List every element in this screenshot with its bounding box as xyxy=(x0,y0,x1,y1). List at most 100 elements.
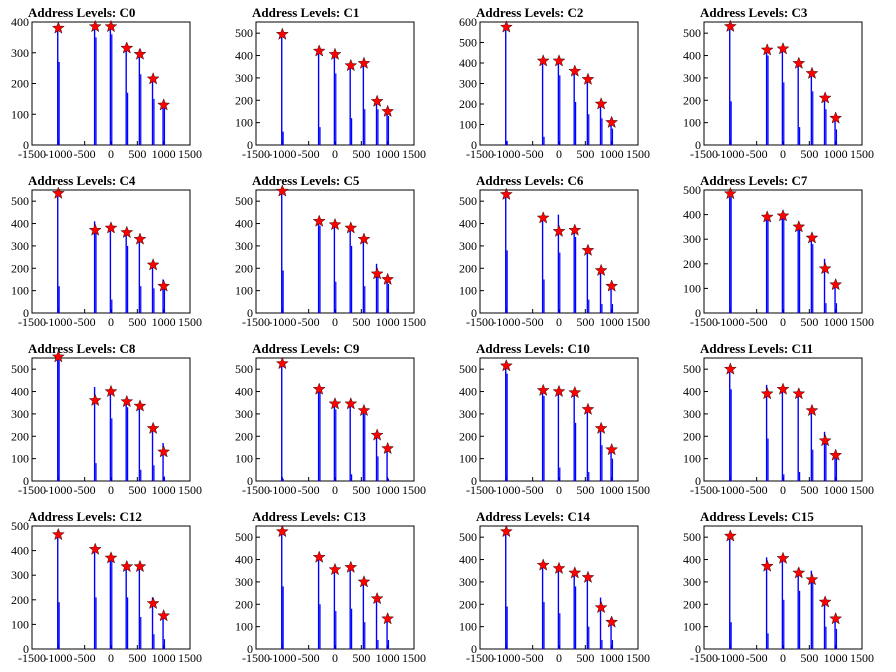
peak-marker xyxy=(381,272,395,285)
peak-marker xyxy=(133,47,147,60)
y-tick-label: 400 xyxy=(11,385,29,399)
y-tick-label: 100 xyxy=(235,452,253,466)
peak-marker xyxy=(760,559,774,572)
x-tick-label: 500 xyxy=(128,483,146,497)
peak-marker xyxy=(829,277,843,291)
x-tick-label: 1000 xyxy=(824,147,848,161)
chart-plot: 0 100 200 300 400 500 -1500-1000 -500 0 500 1000 15… xyxy=(683,525,874,665)
peak-marker xyxy=(568,566,582,579)
peak-marker xyxy=(328,217,342,231)
peak-marker xyxy=(829,448,843,461)
peak-marker xyxy=(275,356,289,370)
x-tick-label: 1500 xyxy=(402,651,426,665)
peak-marker xyxy=(776,42,790,55)
y-tick-label: 200 xyxy=(11,77,29,91)
peak-marker xyxy=(568,223,582,236)
y-tick-label: 100 xyxy=(11,617,29,631)
x-tick-label: -1000 xyxy=(492,651,520,665)
x-tick-label: 500 xyxy=(800,315,818,329)
y-tick-label: 500 xyxy=(459,362,477,376)
peak-marker xyxy=(275,524,289,538)
x-tick-label: -1500 xyxy=(466,315,494,329)
y-tick-label: 300 xyxy=(683,232,701,246)
peak-marker xyxy=(818,595,832,608)
peak-marker xyxy=(605,442,619,456)
peak-marker xyxy=(312,44,326,57)
chart-title: Address Levels: C5 xyxy=(252,173,360,188)
y-tick-label: 400 xyxy=(459,217,477,231)
y-tick-label: 400 xyxy=(235,49,253,63)
chart-panel: Address Levels: C7 0 100 200 300 400 500 -1500-… xyxy=(672,168,896,336)
x-tick-label: 1000 xyxy=(600,651,624,665)
peak-marker xyxy=(723,529,737,542)
x-tick-label: -1000 xyxy=(268,315,296,329)
y-tick-label: 500 xyxy=(683,183,701,197)
y-tick-label: 400 xyxy=(459,56,477,70)
x-tick-label: -1000 xyxy=(492,147,520,161)
peak-marker xyxy=(829,111,843,124)
x-tick-label: 1500 xyxy=(178,315,202,329)
y-tick-label: 300 xyxy=(11,46,29,60)
peak-marker xyxy=(552,561,566,574)
peak-marker xyxy=(357,56,371,69)
x-tick-label: -1500 xyxy=(242,147,270,161)
peak-marker xyxy=(275,184,289,197)
chart-plot: 0 100 200 300 400 500 -1500-1000 -500 0 500 1000 15… xyxy=(459,187,650,329)
x-tick-label: 500 xyxy=(128,147,146,161)
chart-title: Address Levels: C1 xyxy=(252,5,360,20)
peak-marker xyxy=(499,187,513,200)
peak-marker xyxy=(581,402,595,415)
y-tick-label: 200 xyxy=(459,429,477,443)
y-tick-label: 100 xyxy=(235,116,253,130)
y-tick-label: 100 xyxy=(459,284,477,298)
x-tick-label: 0 xyxy=(556,315,562,329)
peak-marker xyxy=(792,56,806,69)
y-tick-label: 200 xyxy=(683,429,701,443)
x-tick-label: -1000 xyxy=(44,651,72,665)
y-tick-label: 400 xyxy=(459,553,477,567)
peak-marker xyxy=(120,394,134,408)
peak-marker xyxy=(499,20,513,33)
x-tick-label: -500 xyxy=(746,147,768,161)
chart-plot: 0 100 200 300 400 500 -1500-1000 -500 0 500 1000 15… xyxy=(459,524,650,665)
peak-marker xyxy=(328,47,342,60)
peak-marker xyxy=(328,562,342,576)
chart-panel: Address Levels: C0 0 100 200 300 400 -1500 -100… xyxy=(0,0,224,168)
x-tick-label: -500 xyxy=(298,147,320,161)
peak-marker xyxy=(51,527,65,541)
peak-marker xyxy=(133,399,147,412)
x-tick-label: -1500 xyxy=(242,651,270,665)
y-tick-label: 300 xyxy=(235,71,253,85)
peak-marker xyxy=(581,570,595,583)
y-tick-label: 100 xyxy=(11,107,29,121)
x-tick-label: 1000 xyxy=(824,651,848,665)
y-tick-label: 100 xyxy=(459,452,477,466)
x-tick-label: 1500 xyxy=(178,651,202,665)
y-tick-label: 300 xyxy=(11,239,29,253)
x-tick-label: -500 xyxy=(522,651,544,665)
peak-marker xyxy=(818,433,832,447)
peak-marker xyxy=(381,104,395,117)
x-tick-label: -1500 xyxy=(18,315,46,329)
x-tick-label: 1500 xyxy=(178,483,202,497)
x-tick-label: 0 xyxy=(332,147,338,161)
peak-marker xyxy=(157,609,171,622)
chart-plot: 0 100 200 300 400 500 -1500-1000 -500 0 500 1000 15… xyxy=(11,519,202,665)
x-tick-label: 1500 xyxy=(402,483,426,497)
peak-marker xyxy=(760,43,774,56)
peak-marker xyxy=(552,384,566,398)
chart-plot: 0 100 200 300 400 500 -1500-1000 -500 0 500 1000 15… xyxy=(235,356,426,497)
peak-marker xyxy=(792,387,806,400)
chart-panel: Address Levels: C10 0 100 200 300 400 500 -1500… xyxy=(448,336,672,504)
y-tick-label: 600 xyxy=(459,15,477,29)
peak-marker xyxy=(312,550,326,563)
peak-marker xyxy=(88,19,102,33)
x-tick-label: 500 xyxy=(576,315,594,329)
x-tick-label: -1000 xyxy=(268,483,296,497)
chart-title: Address Levels: C15 xyxy=(700,509,814,524)
y-tick-label: 400 xyxy=(11,15,29,29)
chart-plot: 0 100 200 300 400 500 -1500-1000 -500 0 500 1000 15… xyxy=(11,186,202,329)
x-tick-label: 0 xyxy=(108,315,114,329)
y-tick-label: 400 xyxy=(683,553,701,567)
chart-plot: 0 100 200 300 400 500 -1500-1000 -500 0 500 1000 15… xyxy=(683,19,874,161)
